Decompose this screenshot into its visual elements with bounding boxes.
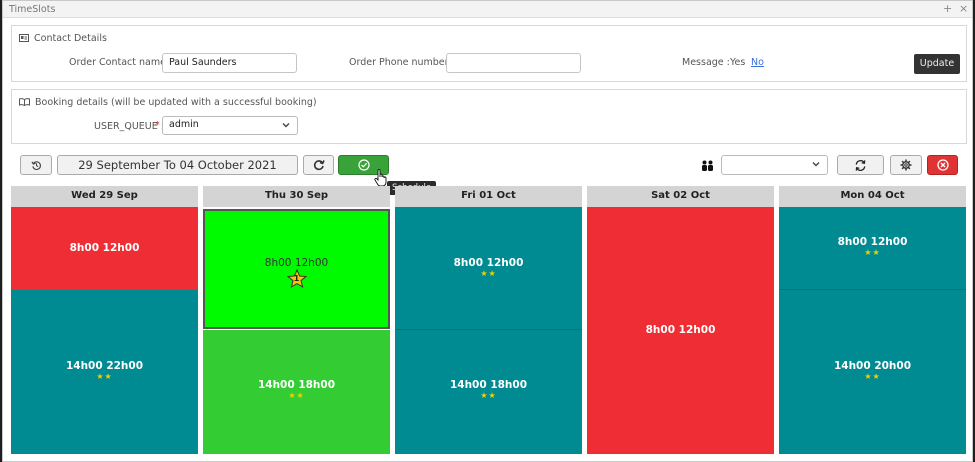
date-range-button[interactable]: 29 September To 04 October 2021 — [57, 155, 298, 175]
message-no-link[interactable]: No — [751, 57, 764, 68]
close-icon[interactable]: × — [959, 2, 969, 15]
history-icon — [30, 160, 41, 170]
timeslot-available[interactable]: 8h00 12h00 ★★ — [779, 207, 966, 290]
chevron-down-icon — [812, 162, 820, 167]
rating-stars-icon: ★★ — [864, 248, 881, 257]
day-header: Fri 01 Oct — [395, 186, 582, 207]
star-badge-count: 1 — [293, 274, 300, 283]
reset-button[interactable] — [303, 155, 334, 175]
order-contact-input[interactable]: Paul Saunders — [162, 53, 297, 73]
rating-stars-icon: ★★ — [480, 391, 497, 400]
rating-stars-icon: ★★ — [864, 372, 881, 381]
day-header: Sat 02 Oct — [587, 186, 774, 207]
contact-details-panel: Contact Details Order Contact name : Pau… — [11, 25, 967, 82]
user-queue-value: admin — [169, 119, 199, 130]
booking-details-header: Booking details (will be updated with a … — [19, 97, 317, 108]
message-label: Message : — [682, 57, 730, 68]
slot-time: 8h00 12h00 — [837, 236, 908, 248]
user-queue-label: USER_QUEUE : — [94, 121, 164, 132]
refresh-icon — [855, 159, 866, 171]
day-column-sat: Sat 02 Oct 8h00 12h00 — [587, 186, 774, 454]
user-queue-select[interactable]: admin — [162, 116, 298, 135]
timeslot-available[interactable]: 14h00 20h00 ★★ — [779, 290, 966, 454]
slot-time: 14h00 20h00 — [833, 360, 912, 372]
check-circle-icon — [357, 159, 370, 171]
id-card-icon — [19, 34, 29, 42]
window-title: TimeSlots — [9, 4, 56, 15]
contact-details-title: Contact Details — [34, 33, 107, 44]
window-titlebar: TimeSlots + × — [3, 1, 972, 18]
slot-time: 8h00 12h00 — [645, 324, 716, 336]
message-yes-option[interactable]: Yes — [730, 57, 746, 68]
day-column-fri: Fri 01 Oct 8h00 12h00 ★★ 14h00 18h00 ★★ — [395, 186, 582, 454]
day-column-wed: Wed 29 Sep 8h00 12h00 14h00 22h00 ★★ — [11, 186, 198, 454]
refresh-button[interactable] — [837, 155, 884, 175]
day-column-thu: Thu 30 Sep 8h00 12h00 1 14h00 18h00 ★★ — [203, 186, 390, 454]
star-badge-icon: 1 — [286, 268, 307, 289]
order-phone-input[interactable] — [446, 53, 581, 73]
slot-time: 14h00 22h00 — [65, 360, 144, 372]
slot-time: 8h00 12h00 — [453, 257, 524, 269]
resource-select[interactable] — [721, 155, 828, 175]
timeslot-unavailable[interactable]: 8h00 12h00 — [587, 207, 774, 454]
slot-time: 8h00 12h00 — [69, 242, 140, 254]
required-marker: * — [155, 120, 160, 131]
schedule-button[interactable] — [338, 155, 389, 175]
history-button[interactable] — [20, 155, 52, 175]
order-contact-label: Order Contact name : — [69, 57, 173, 68]
settings-button[interactable] — [890, 155, 922, 175]
contact-details-header: Contact Details — [19, 33, 107, 44]
rating-stars-icon: ★★ — [288, 391, 305, 400]
users-icon — [702, 160, 713, 171]
maximize-icon[interactable]: + — [943, 2, 953, 15]
day-header: Thu 30 Sep — [203, 186, 390, 207]
toolbar: 29 September To 04 October 2021 Schedule — [11, 151, 967, 195]
redo-icon — [313, 160, 325, 171]
cancel-button[interactable] — [927, 155, 958, 175]
close-circle-icon — [936, 159, 949, 171]
day-header: Wed 29 Sep — [11, 186, 198, 207]
hand-cursor-icon — [374, 169, 387, 187]
timeslot-available[interactable]: 14h00 18h00 ★★ — [395, 330, 582, 454]
rating-stars-icon: ★★ — [96, 372, 113, 381]
book-icon — [19, 98, 30, 107]
timeslot-available[interactable]: 14h00 22h00 ★★ — [11, 290, 198, 454]
chevron-down-icon — [282, 123, 290, 128]
timeslot-booked[interactable]: 14h00 18h00 ★★ — [203, 330, 390, 454]
booking-details-title: Booking details (will be updated with a … — [35, 97, 317, 108]
gear-icon — [900, 159, 912, 171]
rating-stars-icon: ★★ — [480, 269, 497, 278]
timeslot-selected[interactable]: 8h00 12h00 1 — [203, 209, 390, 329]
slot-time: 14h00 18h00 — [257, 379, 336, 391]
order-phone-label: Order Phone number : — [349, 57, 455, 68]
day-column-mon: Mon 04 Oct 8h00 12h00 ★★ 14h00 20h00 ★★ — [779, 186, 966, 454]
update-button[interactable]: Update — [914, 54, 960, 74]
booking-details-panel: Booking details (will be updated with a … — [11, 89, 967, 144]
slot-time: 8h00 12h00 — [264, 257, 329, 269]
slot-time: 14h00 18h00 — [449, 379, 528, 391]
timeslot-unavailable[interactable]: 8h00 12h00 — [11, 207, 198, 290]
timeslot-available[interactable]: 8h00 12h00 ★★ — [395, 207, 582, 330]
day-header: Mon 04 Oct — [779, 186, 966, 207]
